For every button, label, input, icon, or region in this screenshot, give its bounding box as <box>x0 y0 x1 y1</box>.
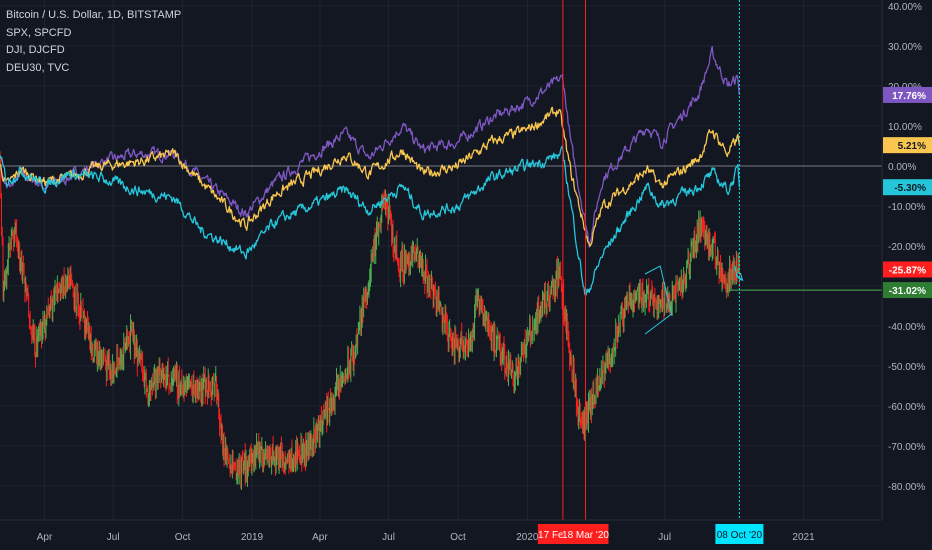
last-value-box <box>883 282 932 299</box>
last-value-box <box>883 137 932 154</box>
date-marker-box <box>562 524 609 544</box>
x-tick-label: Oct <box>450 532 466 543</box>
legend-main-symbol[interactable]: Bitcoin / U.S. Dollar, 1D, BITSTAMP <box>6 9 182 21</box>
bitcoin-candles <box>0 151 740 491</box>
last-value-labels: 17.76% 5.21% -5.30% -25.87% -31.02% <box>883 86 932 299</box>
date-marker-box <box>537 524 564 544</box>
y-tick-label: 40.00% <box>888 2 922 13</box>
date-marker-label: 18 Mar '20 <box>562 530 609 541</box>
legend: Bitcoin / U.S. Dollar, 1D, BITSTAMP SPX,… <box>6 7 181 77</box>
legend-deu30[interactable]: DEU30, TVC <box>6 61 70 74</box>
y-tick-label: 0.00% <box>888 162 916 173</box>
y-tick-label: -50.00% <box>888 362 925 373</box>
drawings <box>644 265 744 335</box>
series-line <box>0 106 741 247</box>
x-axis-panel <box>0 520 932 550</box>
x-tick-label: Apr <box>312 532 328 543</box>
x-axis[interactable]: Apr Jul Oct 2019 Apr Jul Oct 2020 Jul 2021 17 Fe18… <box>0 519 932 550</box>
date-marker-label: 17 Fe <box>538 530 564 541</box>
x-tick-label: Oct <box>175 532 191 543</box>
x-tick-label: Apr <box>37 532 53 543</box>
last-value-label: 17.76% <box>892 91 926 102</box>
y-tick-label: 10.00% <box>888 122 922 133</box>
y-tick-label: -60.00% <box>888 402 925 413</box>
y-tick-label: -10.00% <box>888 202 925 213</box>
y-tick-label: -80.00% <box>888 482 925 493</box>
legend-spx[interactable]: SPX, SPCFD <box>6 26 72 39</box>
last-value-label: -25.87% <box>889 265 926 276</box>
series-line <box>0 45 741 248</box>
x-tick-label: 2021 <box>792 532 815 543</box>
series-line <box>0 145 741 297</box>
compare-series <box>0 45 741 297</box>
date-marker-box <box>715 524 764 544</box>
last-value-label: 5.21% <box>898 141 926 152</box>
horizontal-lines <box>0 165 882 291</box>
last-value-box <box>883 261 932 278</box>
last-value-label: -5.30% <box>894 183 926 194</box>
legend-dji[interactable]: DJI, DJCFD <box>6 44 65 56</box>
x-tick-label: 2020 <box>516 532 539 543</box>
last-value-box <box>883 86 932 103</box>
x-tick-label: Jul <box>658 532 671 543</box>
y-tick-label: -70.00% <box>888 442 925 453</box>
y-tick-label: -40.00% <box>888 322 925 333</box>
last-value-label: -31.02% <box>889 286 926 297</box>
arrow-head <box>736 272 744 282</box>
vertical-lines <box>562 0 740 520</box>
last-value-box <box>883 179 932 196</box>
x-tick-label: Jul <box>382 532 395 543</box>
x-tick-label: 2019 <box>241 532 264 543</box>
date-marker-label: 08 Oct '20 <box>717 530 763 541</box>
y-tick-label: -20.00% <box>888 242 925 253</box>
y-tick-label: 30.00% <box>888 42 922 53</box>
x-tick-label: Jul <box>107 532 120 543</box>
wedge-drawing <box>644 265 673 335</box>
